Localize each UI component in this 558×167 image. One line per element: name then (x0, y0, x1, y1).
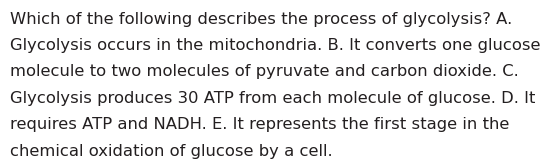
Text: molecule to two molecules of pyruvate and carbon dioxide. C.: molecule to two molecules of pyruvate an… (10, 64, 519, 79)
Text: chemical oxidation of glucose by a cell.: chemical oxidation of glucose by a cell. (10, 144, 333, 159)
Text: Glycolysis occurs in the mitochondria. B. It converts one glucose: Glycolysis occurs in the mitochondria. B… (10, 38, 541, 53)
Text: requires ATP and NADH. E. It represents the first stage in the: requires ATP and NADH. E. It represents … (10, 117, 509, 132)
Text: Glycolysis produces 30 ATP from each molecule of glucose. D. It: Glycolysis produces 30 ATP from each mol… (10, 91, 536, 106)
Text: Which of the following describes the process of glycolysis? A.: Which of the following describes the pro… (10, 12, 512, 27)
